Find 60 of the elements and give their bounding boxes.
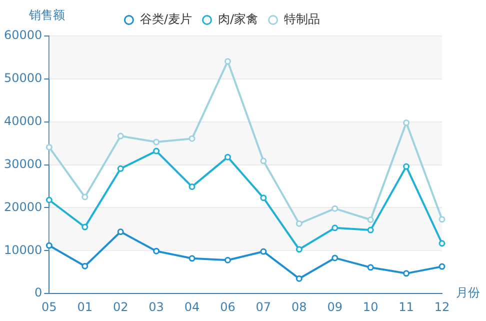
point bbox=[438, 240, 446, 247]
point bbox=[153, 138, 160, 146]
point bbox=[367, 264, 374, 271]
point bbox=[296, 220, 302, 227]
point bbox=[188, 183, 196, 190]
point bbox=[117, 165, 124, 172]
point bbox=[224, 256, 231, 264]
point bbox=[46, 144, 52, 150]
y-tick-label: 40000 bbox=[4, 114, 42, 128]
x-tick-label: 03 bbox=[148, 300, 164, 314]
point bbox=[260, 158, 267, 164]
x-tick-label: 06 bbox=[220, 300, 236, 314]
y-axis-title: 销售额 bbox=[28, 8, 66, 22]
x-tick-label: 09 bbox=[327, 300, 343, 314]
point bbox=[438, 216, 446, 223]
point bbox=[403, 270, 410, 277]
x-tick-label: 04 bbox=[184, 300, 200, 314]
point bbox=[367, 216, 374, 224]
point bbox=[296, 275, 302, 282]
point bbox=[82, 262, 88, 270]
x-tick-label: 05 bbox=[42, 300, 57, 314]
point bbox=[260, 194, 267, 202]
point bbox=[117, 228, 124, 236]
x-tick-label: 02 bbox=[112, 300, 128, 314]
x-tick-label: 11 bbox=[398, 300, 414, 314]
point bbox=[296, 246, 302, 253]
x-tick-label: 10 bbox=[362, 300, 378, 314]
point bbox=[153, 148, 160, 154]
legend-label: 肉/家禽 bbox=[218, 12, 258, 26]
legend-label: 谷类/麦片 bbox=[140, 12, 192, 26]
point bbox=[82, 224, 88, 230]
x-tick-label: 01 bbox=[77, 300, 93, 314]
point bbox=[403, 163, 410, 170]
x-tick-label: 12 bbox=[434, 300, 450, 314]
y-tick-label: 60000 bbox=[4, 28, 42, 42]
point bbox=[438, 263, 446, 270]
y-tick-label: 50000 bbox=[4, 71, 42, 86]
x-tick-label: 07 bbox=[256, 300, 272, 314]
point bbox=[82, 194, 88, 200]
point bbox=[224, 154, 231, 160]
point bbox=[332, 224, 338, 232]
x-tick-label: 08 bbox=[292, 300, 307, 314]
point bbox=[260, 248, 267, 255]
point bbox=[332, 205, 338, 212]
point bbox=[224, 58, 231, 65]
point bbox=[117, 132, 124, 140]
legend-label: 特制品 bbox=[284, 12, 320, 26]
y-tick-label: 20000 bbox=[4, 200, 42, 214]
point bbox=[46, 242, 52, 249]
point bbox=[188, 135, 196, 142]
y-tick-label: 30000 bbox=[4, 156, 42, 171]
point bbox=[367, 226, 374, 234]
point bbox=[403, 119, 410, 126]
point bbox=[332, 254, 338, 262]
y-tick-label: 10000 bbox=[4, 242, 42, 257]
x-axis-title: 月份 bbox=[456, 286, 480, 300]
point bbox=[153, 248, 160, 254]
point bbox=[46, 196, 52, 204]
y-tick-label: 0 bbox=[34, 286, 42, 300]
point bbox=[188, 255, 196, 262]
